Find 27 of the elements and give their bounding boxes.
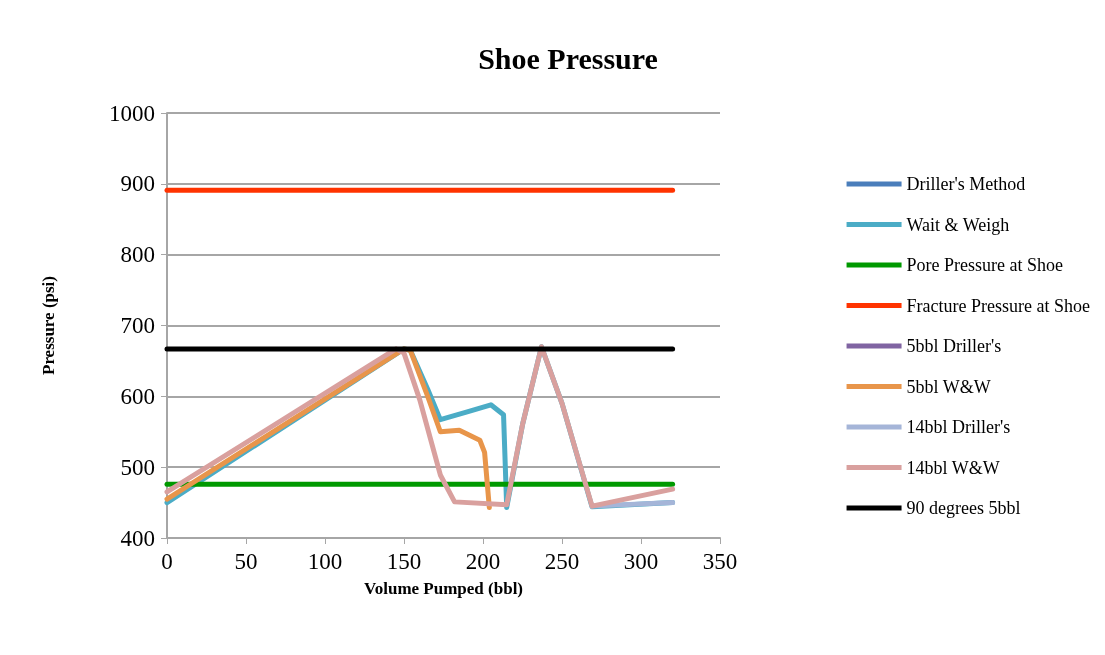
x-tick-label: 200 — [465, 549, 501, 574]
x-tick-label: 0 — [161, 549, 173, 574]
legend-label: 14bbl W&W — [906, 457, 1000, 478]
legend-label: Pore Pressure at Shoe — [906, 255, 1064, 275]
legend-label: 90 degrees 5bbl — [906, 498, 1021, 518]
legend-label: Wait & Weigh — [906, 214, 1010, 235]
x-tick-label: 300 — [623, 549, 659, 574]
x-tick-label: 100 — [307, 549, 343, 574]
legend-label: Driller's Method — [906, 174, 1026, 194]
y-tick-label: 900 — [120, 171, 155, 197]
y-tick-label: 700 — [120, 313, 155, 338]
chart-title: Shoe Pressure — [478, 41, 658, 75]
x-axis-title: Volume Pumped (bbl) — [363, 579, 524, 598]
y-axis-title: Pressure (psi) — [39, 275, 58, 376]
x-tick-label: 50 — [234, 549, 258, 574]
x-tick-label: 350 — [702, 549, 738, 574]
y-tick-label: 600 — [120, 383, 155, 409]
legend-label: 5bbl Driller's — [906, 336, 1002, 356]
y-tick-label: 400 — [120, 525, 155, 551]
legend-label: 14bbl Driller's — [906, 417, 1011, 437]
y-tick-label: 500 — [120, 454, 155, 480]
legend-label: 5bbl W&W — [906, 376, 991, 397]
x-tick-label: 150 — [386, 549, 422, 574]
y-tick-label: 800 — [120, 242, 155, 268]
y-tick-label: 1000 — [109, 100, 155, 126]
legend-label: Fracture Pressure at Shoe — [906, 295, 1091, 316]
x-tick-label: 250 — [544, 549, 580, 574]
